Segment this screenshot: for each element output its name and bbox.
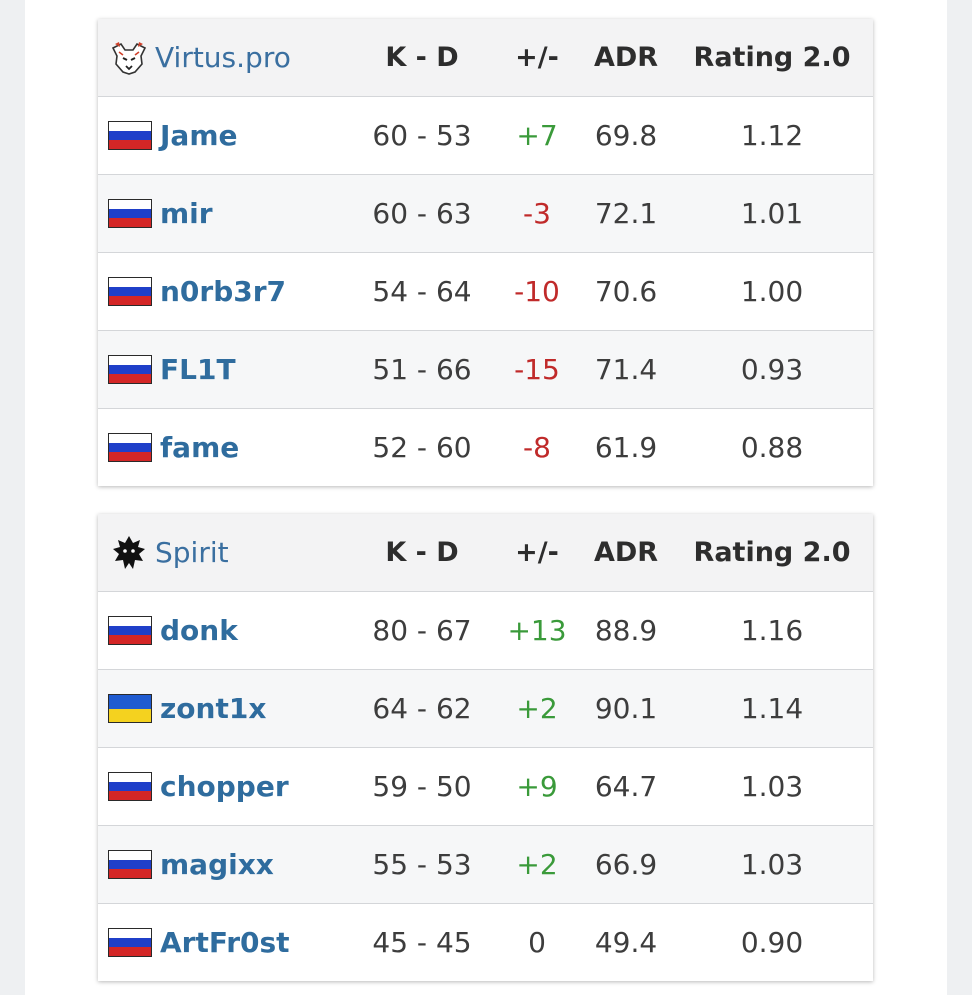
plus-minus-value: -15 [514, 353, 560, 386]
kd-value: 52 - 60 [372, 431, 472, 464]
player-name-link[interactable]: chopper [160, 770, 289, 803]
player-cell: fame [108, 409, 239, 486]
player-name-link[interactable]: FL1T [160, 353, 236, 386]
plus-minus-value: -8 [523, 431, 551, 464]
russia-flag-icon [108, 616, 152, 645]
player-cell: ArtFr0st [108, 904, 290, 981]
rating-value: 1.03 [740, 770, 804, 803]
russia-flag-icon [108, 199, 152, 228]
adr-value: 90.1 [594, 692, 658, 725]
kd-header: K - D [385, 42, 459, 73]
plus-minus-value: +13 [507, 614, 567, 647]
player-name-link[interactable]: ArtFr0st [160, 926, 290, 959]
kd-value: 80 - 67 [372, 614, 472, 647]
team-name: Virtus.pro [155, 41, 291, 74]
player-name-link[interactable]: donk [160, 614, 238, 647]
adr-header: ADR [593, 537, 659, 568]
virtus-pro-bear-icon [108, 37, 150, 79]
adr-value: 66.9 [594, 848, 658, 881]
kd-value: 64 - 62 [372, 692, 472, 725]
team-stats-table: Spirit K - D +/- ADR Rating 2.0 donk 80 -… [98, 514, 873, 981]
player-name-link[interactable]: Jame [160, 119, 238, 152]
plus-minus-value: 0 [528, 926, 546, 959]
plus-minus-value: -3 [523, 197, 551, 230]
kd-value: 45 - 45 [372, 926, 472, 959]
table-row: chopper 59 - 50 +9 64.7 1.03 [98, 747, 873, 825]
adr-value: 49.4 [594, 926, 658, 959]
table-row: Jame 60 - 53 +7 69.8 1.12 [98, 96, 873, 174]
adr-value: 61.9 [594, 431, 658, 464]
team-header[interactable]: Spirit [108, 514, 229, 591]
player-name-link[interactable]: n0rb3r7 [160, 275, 287, 308]
adr-value: 70.6 [594, 275, 658, 308]
player-name-link[interactable]: fame [160, 431, 240, 464]
rating-value: 1.14 [740, 692, 804, 725]
player-name-link[interactable]: mir [160, 197, 213, 230]
russia-flag-icon [108, 850, 152, 879]
kd-value: 54 - 64 [372, 275, 472, 308]
player-cell: Jame [108, 97, 237, 174]
team-name: Spirit [155, 536, 229, 569]
rating-value: 1.01 [740, 197, 804, 230]
table-row: ArtFr0st 45 - 45 0 49.4 0.90 [98, 903, 873, 981]
table-row: n0rb3r7 54 - 64 -10 70.6 1.00 [98, 252, 873, 330]
kd-header: K - D [385, 537, 459, 568]
adr-value: 88.9 [594, 614, 658, 647]
russia-flag-icon [108, 772, 152, 801]
rating-value: 0.93 [740, 353, 804, 386]
team-stats-table: Virtus.pro K - D +/- ADR Rating 2.0 Jame… [98, 19, 873, 486]
russia-flag-icon [108, 277, 152, 306]
player-name-link[interactable]: magixx [160, 848, 274, 881]
ukraine-flag-icon [108, 694, 152, 723]
table-header-row: Virtus.pro K - D +/- ADR Rating 2.0 [98, 19, 873, 96]
team-header[interactable]: Virtus.pro [108, 19, 291, 96]
plus-minus-value: +7 [516, 119, 558, 152]
table-row: mir 60 - 63 -3 72.1 1.01 [98, 174, 873, 252]
spirit-dragon-icon [108, 532, 150, 574]
player-cell: magixx [108, 826, 274, 903]
plus-minus-value: +2 [516, 692, 558, 725]
adr-value: 72.1 [594, 197, 658, 230]
kd-value: 59 - 50 [372, 770, 472, 803]
table-row: donk 80 - 67 +13 88.9 1.16 [98, 591, 873, 669]
table-row: zont1x 64 - 62 +2 90.1 1.14 [98, 669, 873, 747]
player-cell: n0rb3r7 [108, 253, 286, 330]
rating-header: Rating 2.0 [693, 42, 851, 73]
adr-value: 69.8 [594, 119, 658, 152]
plus-minus-value: +9 [516, 770, 558, 803]
kd-value: 60 - 63 [372, 197, 472, 230]
russia-flag-icon [108, 433, 152, 462]
rating-value: 1.03 [740, 848, 804, 881]
adr-header: ADR [593, 42, 659, 73]
rating-value: 0.90 [740, 926, 804, 959]
player-cell: mir [108, 175, 213, 252]
adr-value: 64.7 [594, 770, 658, 803]
adr-value: 71.4 [594, 353, 658, 386]
kd-value: 55 - 53 [372, 848, 472, 881]
table-row: magixx 55 - 53 +2 66.9 1.03 [98, 825, 873, 903]
rating-value: 1.16 [740, 614, 804, 647]
player-cell: zont1x [108, 670, 266, 747]
table-row: fame 52 - 60 -8 61.9 0.88 [98, 408, 873, 486]
plus-minus-value: -10 [514, 275, 560, 308]
russia-flag-icon [108, 121, 152, 150]
rating-value: 0.88 [740, 431, 804, 464]
rating-value: 1.12 [740, 119, 804, 152]
player-cell: donk [108, 592, 238, 669]
russia-flag-icon [108, 928, 152, 957]
kd-value: 60 - 53 [372, 119, 472, 152]
table-header-row: Spirit K - D +/- ADR Rating 2.0 [98, 514, 873, 591]
player-cell: FL1T [108, 331, 236, 408]
player-name-link[interactable]: zont1x [160, 692, 267, 725]
plus-minus-header: +/- [515, 537, 559, 568]
rating-header: Rating 2.0 [693, 537, 851, 568]
rating-value: 1.00 [740, 275, 804, 308]
plus-minus-value: +2 [516, 848, 558, 881]
kd-value: 51 - 66 [372, 353, 472, 386]
table-row: FL1T 51 - 66 -15 71.4 0.93 [98, 330, 873, 408]
russia-flag-icon [108, 355, 152, 384]
player-cell: chopper [108, 748, 289, 825]
plus-minus-header: +/- [515, 42, 559, 73]
